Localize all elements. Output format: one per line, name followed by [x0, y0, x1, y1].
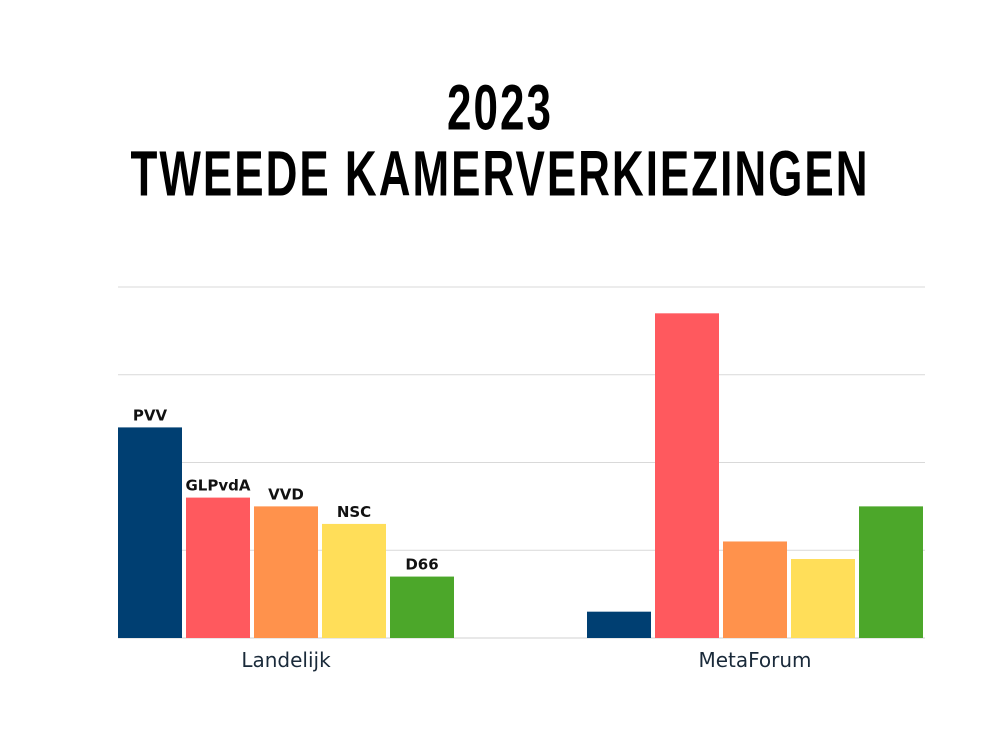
- bar-nsc-landelijk: [322, 523, 386, 638]
- bar-vvd-landelijk: [254, 506, 318, 638]
- bar-d66-landelijk: [390, 576, 454, 638]
- bar-d66-metaforum: [859, 506, 923, 638]
- bar-label-glpvda: GLPvdA: [186, 477, 251, 495]
- bar-glpvda-metaforum: [655, 313, 719, 638]
- bar-pvv-metaforum: [587, 611, 651, 638]
- bar-label-d66: D66: [405, 556, 438, 574]
- bar-labels: PVV GLPvdA VVD NSC D66: [133, 406, 439, 573]
- bar-label-vvd: VVD: [268, 485, 304, 503]
- bar-glpvda-landelijk: [186, 497, 250, 638]
- gridlines: [118, 286, 925, 639]
- category-labels: Landelijk MetaForum: [241, 648, 811, 672]
- bar-pvv-landelijk: [118, 427, 182, 638]
- bar-label-pvv: PVV: [133, 406, 168, 424]
- bar-nsc-metaforum: [791, 559, 855, 638]
- bars: [118, 313, 923, 638]
- bar-label-nsc: NSC: [337, 503, 371, 521]
- bar-vvd-metaforum: [723, 541, 787, 638]
- category-label-metaforum: MetaForum: [698, 648, 811, 672]
- category-label-landelijk: Landelijk: [241, 648, 331, 672]
- chart-title-line-1: 2023: [447, 72, 553, 144]
- chart-title-line-2: TWEEDE KAMERVERKIEZINGEN: [130, 138, 870, 210]
